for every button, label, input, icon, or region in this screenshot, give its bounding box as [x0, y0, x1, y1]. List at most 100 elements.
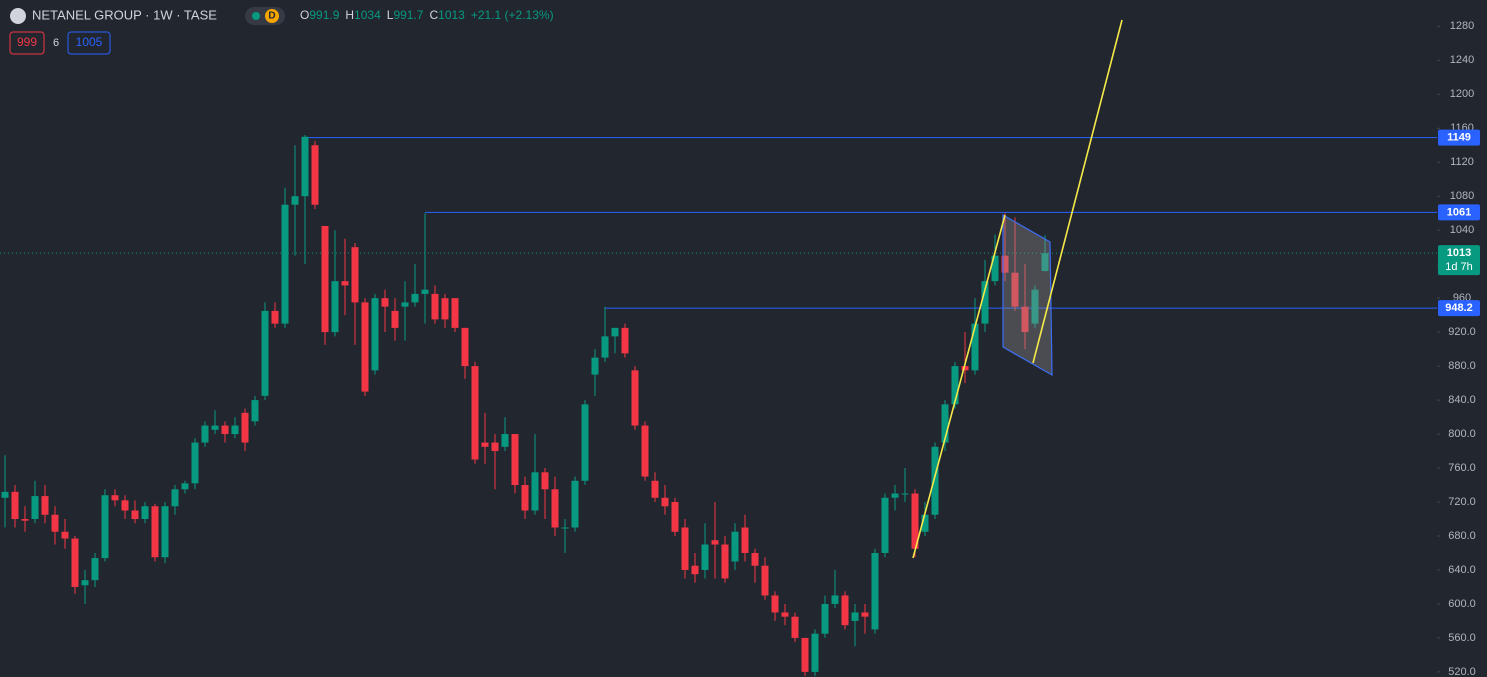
body [311, 145, 319, 205]
body [451, 298, 459, 328]
bid-box[interactable] [9, 31, 45, 55]
body [1001, 255, 1009, 273]
body [791, 616, 799, 638]
body [761, 565, 769, 596]
body [751, 552, 759, 566]
flag-pattern [1002, 213, 1053, 377]
ohlc-key: C [429, 8, 438, 22]
y-tick-label: 1200 [1450, 88, 1474, 100]
body [871, 552, 879, 630]
body [151, 506, 159, 558]
body [41, 496, 49, 515]
body [171, 489, 179, 507]
axis-layer: 12801240120011601120108010401000960920.0… [1437, 20, 1476, 677]
body [81, 580, 89, 586]
body [11, 491, 19, 520]
spread: 6 [53, 37, 59, 49]
current-price-label: 1013 [1447, 247, 1471, 259]
body [971, 323, 979, 371]
body [611, 327, 619, 337]
body [841, 595, 849, 626]
body [481, 442, 489, 447]
body [391, 310, 399, 328]
y-tick-label: 600.0 [1448, 598, 1476, 610]
body [501, 434, 509, 447]
bid: 999 [17, 35, 37, 49]
body [251, 400, 259, 422]
y-tick-label: 880.0 [1448, 360, 1476, 372]
body [271, 310, 279, 324]
body [1011, 272, 1019, 307]
body [261, 310, 269, 396]
price-tags: 1149 1061 948.2 1013 1d 7h [1438, 129, 1480, 317]
body [241, 412, 249, 443]
ohlc-value: 991.7 [393, 8, 423, 22]
body [661, 497, 669, 507]
body [211, 425, 219, 430]
body [651, 480, 659, 498]
body [441, 298, 449, 320]
body [381, 298, 389, 307]
body [411, 293, 419, 303]
ohlc-value: 991.9 [309, 8, 339, 22]
body [431, 293, 439, 320]
candles-layer [1, 135, 1049, 677]
body [141, 506, 149, 520]
level-tag [1438, 300, 1480, 317]
y-tick-label: 920.0 [1448, 326, 1476, 338]
body [301, 136, 309, 197]
body [21, 519, 29, 521]
body [891, 493, 899, 498]
y-tick-label: 720.0 [1448, 496, 1476, 508]
body [621, 327, 629, 354]
ohlc-legend: O991.9 H1034 L991.7 C1013 +21.1 (+2.13%) [300, 8, 554, 22]
body [701, 544, 709, 570]
ask-box[interactable] [67, 31, 111, 55]
flag-letter: D [268, 11, 275, 22]
body [321, 225, 329, 333]
body [551, 489, 559, 528]
countdown: 1d 7h [1445, 261, 1473, 273]
ask: 1005 [76, 35, 103, 49]
body [1021, 306, 1029, 333]
body [291, 196, 299, 205]
body [331, 281, 339, 333]
body [961, 366, 969, 371]
body [1, 491, 9, 498]
body [581, 404, 589, 481]
body [181, 483, 189, 490]
body [801, 637, 809, 672]
body [921, 514, 929, 532]
body [191, 442, 199, 484]
body [121, 500, 129, 511]
y-tick-label: 1280 [1450, 20, 1474, 32]
body [361, 302, 369, 392]
body [991, 255, 999, 282]
body [521, 485, 529, 511]
body [351, 247, 359, 303]
symbol-icon [10, 8, 26, 24]
body [471, 366, 479, 460]
body [511, 434, 519, 486]
ohlc-key: L [387, 8, 394, 22]
body [601, 336, 609, 358]
body [781, 612, 789, 617]
body [771, 595, 779, 613]
body [721, 544, 729, 579]
change: +21.1 (+2.13%) [471, 8, 554, 22]
body [941, 404, 949, 443]
level-tag-label: 1061 [1447, 206, 1471, 218]
body [731, 531, 739, 562]
body [71, 538, 79, 587]
symbol-title: NETANEL GROUP · 1W · TASE [32, 7, 217, 22]
body [371, 298, 379, 371]
body [341, 281, 349, 286]
body [591, 357, 599, 375]
body [231, 425, 239, 435]
ohlc-value: 1013 [438, 8, 465, 22]
body [111, 495, 119, 501]
level-tag [1438, 204, 1480, 221]
body [221, 425, 229, 435]
current-price-tag [1438, 245, 1480, 276]
